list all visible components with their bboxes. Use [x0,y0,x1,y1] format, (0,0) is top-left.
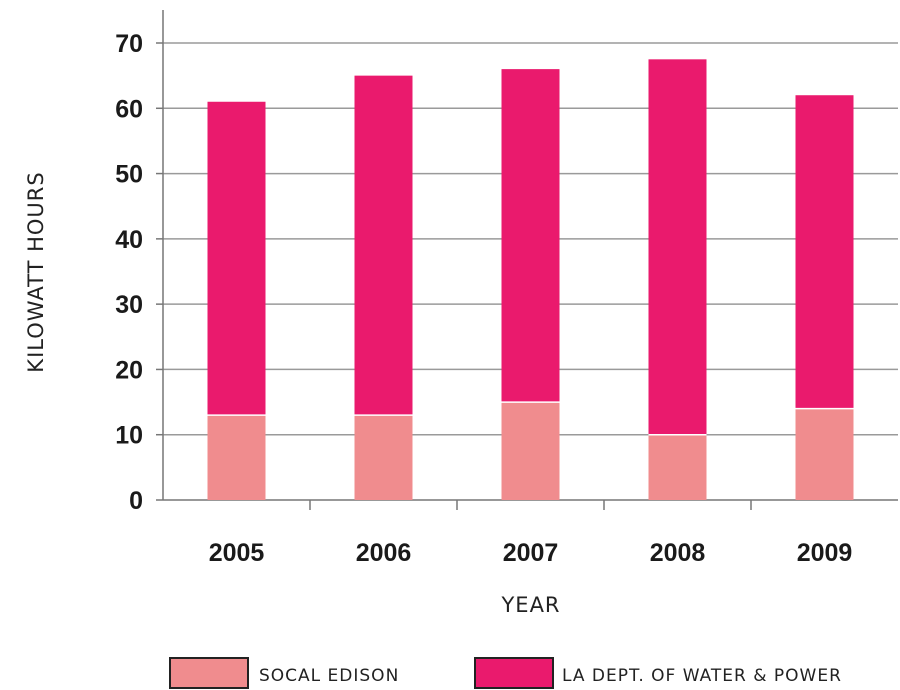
y-tick-label: 20 [115,356,143,384]
bar-socal-edison-2007 [501,402,560,500]
bars [207,59,854,500]
y-tick-label: 40 [115,226,143,254]
x-tick-label: 2009 [797,539,853,567]
y-tick-label: 10 [115,422,143,450]
bar-socal-edison-2009 [795,408,854,500]
bar-la-dept-of-water-power-2007 [501,69,560,403]
y-tick-label: 70 [115,30,143,58]
legend-label-la-dept-water-power: LA DEPT. OF WATER & POWER [562,666,842,686]
legend-swatch-la-dept-water-power [474,657,554,689]
bar-socal-edison-2006 [354,415,413,500]
bar-socal-edison-2008 [648,434,707,500]
x-axis-title: YEAR [500,593,560,617]
x-tick-label: 2008 [650,539,706,567]
bar-la-dept-of-water-power-2005 [207,101,266,416]
x-tick-label: 2005 [209,539,265,567]
legend: SOCAL EDISON LA DEPT. OF WATER & POWER [169,657,842,689]
legend-swatch-socal-edison [169,657,249,689]
bar-socal-edison-2005 [207,415,266,500]
x-tick-label: 2006 [356,539,412,567]
y-tick-label: 0 [129,487,143,515]
bar-la-dept-of-water-power-2006 [354,75,413,416]
y-tick-label: 30 [115,291,143,319]
y-tick-labels: 0 10 20 30 40 50 60 70 [115,30,143,515]
legend-label-socal-edison: SOCAL EDISON [259,666,399,686]
bar-la-dept-of-water-power-2008 [648,59,707,435]
x-tick-labels: 2005 2006 2007 2008 2009 [209,539,853,567]
y-tick-label: 60 [115,95,143,123]
y-axis-title: KILOWATT HOURS [24,171,48,372]
y-tick-label: 50 [115,161,143,189]
x-tick-label: 2007 [503,539,559,567]
bar-la-dept-of-water-power-2009 [795,95,854,409]
